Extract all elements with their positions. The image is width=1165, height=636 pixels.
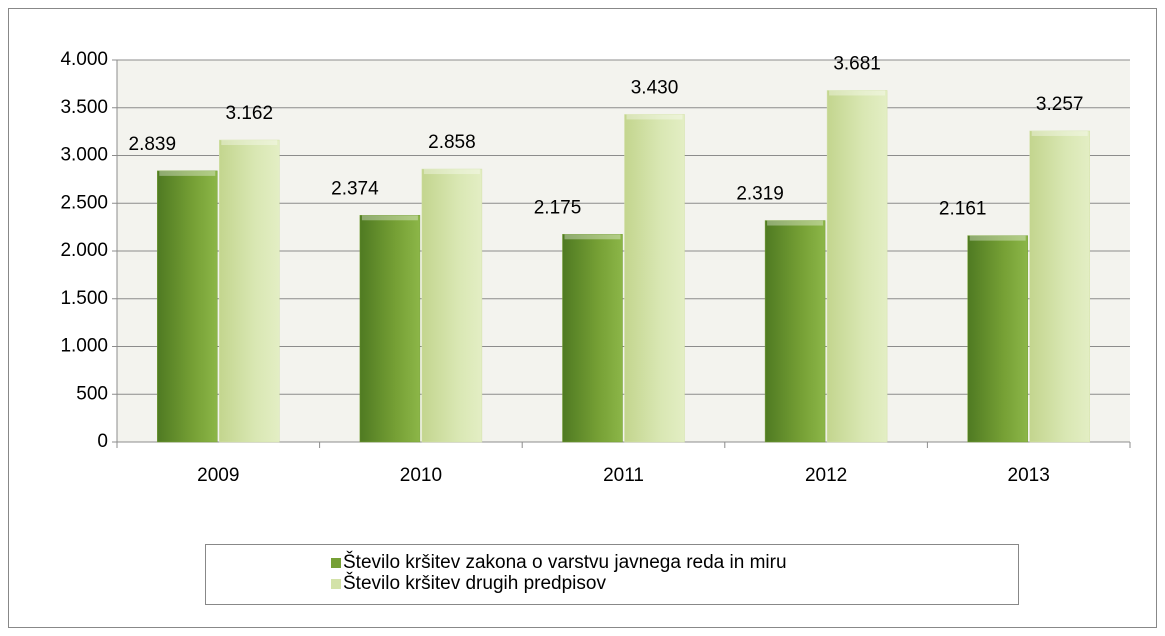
bar [219,139,280,443]
y-tick-label: 1.500 [60,288,108,309]
bar [826,90,888,443]
x-tick-label: 2013 [1008,465,1050,486]
bar-top [361,215,418,221]
legend-swatch [331,579,341,589]
x-tick-label: 2010 [400,465,442,486]
legend-box [205,544,1019,605]
bar-top [564,234,621,240]
bar-top [626,114,683,120]
bar-top [159,170,216,176]
bar-top [423,169,480,175]
y-tick-label: 1.000 [60,336,108,357]
y-tick-label: 3.000 [60,145,108,166]
value-label: 3.430 [631,77,679,98]
legend-label: Število kršitev drugih predpisov [343,572,606,594]
bar [157,170,218,443]
bar-top [969,235,1026,241]
value-label: 2.161 [939,199,987,220]
bar [359,215,421,443]
value-label: 2.175 [534,197,582,218]
legend: Število kršitev zakona o varstvu javnega… [205,544,1019,605]
bar [624,114,685,443]
bar [967,235,1028,443]
y-tick-label: 0 [97,431,108,452]
y-tick-label: 3.500 [60,97,108,118]
value-label: 3.681 [833,53,881,74]
y-tick-label: 2.000 [60,240,108,261]
value-label: 3.162 [226,103,274,124]
bar [764,220,826,443]
bar-top [767,220,824,226]
y-tick-label: 4.000 [60,49,108,70]
value-label: 2.319 [736,184,784,205]
bar-top [221,140,278,146]
value-label: 3.257 [1036,94,1084,115]
bar [1029,130,1090,443]
x-tick-label: 2009 [197,465,239,486]
legend-label: Število kršitev zakona o varstvu javnega… [343,551,787,573]
bar [562,234,623,443]
y-tick-label: 500 [76,383,108,404]
bar [421,168,483,443]
x-tick-label: 2011 [603,465,644,486]
value-label: 2.374 [331,178,379,199]
bar-top [829,90,886,96]
value-label: 2.858 [428,132,476,153]
bar-top [1031,130,1088,136]
legend-swatch [331,558,341,568]
x-tick-label: 2012 [805,465,847,486]
value-label: 2.839 [129,134,177,155]
y-tick-label: 2.500 [60,192,108,213]
